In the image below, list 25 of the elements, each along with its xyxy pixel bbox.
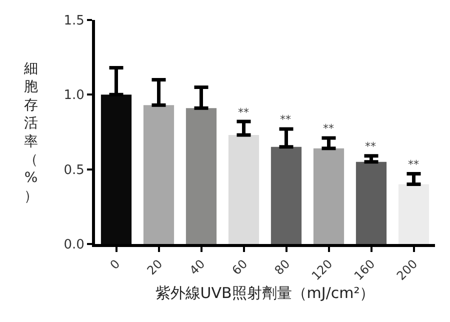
bar: [270, 146, 302, 244]
bar: [398, 184, 430, 244]
bar: [186, 108, 217, 244]
y-tick-label: 0.5: [64, 162, 84, 178]
x-tick-label: 120: [309, 256, 336, 283]
annotation: **: [408, 158, 420, 171]
x-tick-label: 60: [229, 256, 250, 278]
x-tick-label: 80: [272, 256, 293, 278]
y-tick-label: 0.0: [64, 238, 84, 253]
x-axis-title: 紫外線UVB照射劑量（mJ/cm²）: [155, 284, 375, 302]
annotation: **: [280, 113, 292, 126]
x-tick-label: 20: [144, 256, 166, 278]
bar: [228, 134, 260, 244]
y-tick-label: 1.0: [64, 88, 84, 104]
x-tick-label: 40: [186, 256, 208, 278]
y-axis-title: 細胞存活率（%）: [23, 61, 38, 204]
annotation: **: [238, 106, 250, 119]
bar: [313, 148, 344, 244]
y-tick-label: 1.5: [64, 14, 84, 29]
annotation: **: [365, 140, 376, 153]
annotation: **: [323, 122, 334, 135]
x-tick-label: 160: [352, 256, 378, 283]
bar: [143, 105, 174, 244]
x-tick-label: 0: [107, 256, 123, 272]
bar: [356, 162, 387, 244]
